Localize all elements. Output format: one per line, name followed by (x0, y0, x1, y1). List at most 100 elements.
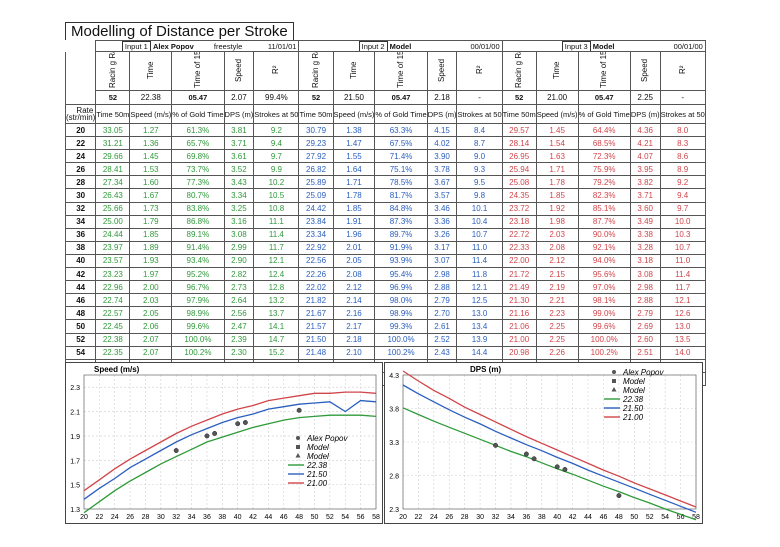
data-cell: 1.47 (332, 136, 376, 151)
x-tick-label: 52 (646, 514, 654, 521)
data-cell: 98.9% (171, 306, 225, 321)
table-row: 28 27.34 1.60 77.3% 3.43 10.2 25.89 1.71 78.5% 3.… (64, 175, 706, 190)
data-cell: 21.00 (501, 332, 537, 347)
data-cell: 3.28 (629, 240, 661, 255)
data-cell: 2.61 (426, 319, 458, 334)
data-cell: 23.84 (298, 214, 334, 229)
data-cell: 14.7 (253, 332, 300, 347)
data-cell: 2.00 (129, 280, 173, 295)
data-cell: 21.06 (501, 319, 537, 334)
data-cell: 24.44 (95, 227, 131, 242)
vertical-header-label: Time (348, 61, 358, 79)
series-line-22.38 (402, 407, 697, 521)
data-cell: 11.7 (659, 280, 706, 295)
data-cell: 3.78 (426, 162, 458, 177)
data-cell: 11.0 (456, 240, 503, 255)
x-tick-label: 46 (280, 514, 288, 521)
series-line-21.00 (83, 391, 377, 492)
data-cell: 22.92 (298, 240, 334, 255)
series-line-22.38 (83, 414, 377, 514)
rate-cell: 42 (64, 267, 97, 282)
data-cell: 3.16 (223, 214, 255, 229)
legend-label: 21.50 (622, 404, 644, 413)
table-row: 48 22.57 2.05 98.9% 2.56 13.7 21.67 2.16 98.9% 2.… (64, 306, 706, 321)
x-tick-label: 34 (188, 514, 196, 521)
legend-label: Model (623, 377, 645, 386)
data-cell: 2.30 (223, 345, 255, 360)
data-cell: 2.98 (426, 267, 458, 282)
data-cell: 1.63 (535, 149, 579, 164)
y-tick-label: 3.8 (389, 407, 399, 414)
data-cell: 2.79 (629, 306, 661, 321)
x-tick-label: 32 (172, 514, 180, 521)
data-cell: 1.96 (332, 227, 376, 242)
legend-label: Model (623, 386, 645, 395)
sub-header: % of Gold Time (374, 104, 428, 124)
x-tick-label: 28 (142, 514, 150, 521)
legend-label: 22.38 (306, 461, 328, 470)
plot-area (83, 374, 377, 510)
data-cell: 8.0 (659, 122, 706, 138)
vertical-header-label: Racin g Rate (311, 51, 321, 89)
vertical-header-label: Speed (640, 58, 650, 82)
data-cell: 2.82 (223, 267, 255, 282)
data-cell: 11.4 (456, 253, 503, 269)
table-row: 24 29.66 1.45 69.8% 3.61 9.7 27.92 1.55 71.4% 3.9… (64, 149, 706, 164)
data-cell: 22.57 (95, 306, 131, 321)
data-point (235, 421, 241, 427)
x-tick-label: 24 (430, 514, 438, 521)
data-cell: 97.9% (171, 293, 225, 308)
page-title: Modelling of Distance per Stroke (65, 22, 294, 40)
sub-header: DPS (m) (426, 104, 458, 124)
vertical-header-label: Speed (233, 58, 243, 82)
data-cell: 3.26 (426, 227, 458, 242)
data-cell: 21.16 (501, 306, 537, 321)
data-cell: 30.79 (298, 122, 334, 138)
data-cell: 89.1% (171, 227, 225, 242)
data-cell: 13.0 (659, 319, 706, 334)
data-cell: 90.0% (577, 227, 631, 242)
data-cell: 3.07 (426, 253, 458, 269)
data-cell: 14.4 (456, 345, 503, 360)
x-tick-label: 38 (218, 514, 226, 521)
data-cell: 2.05 (129, 306, 173, 321)
x-tick-label: 56 (677, 514, 685, 521)
data-cell: 22.45 (95, 319, 131, 334)
data-cell: 26.82 (298, 162, 334, 177)
data-cell: 99.6% (577, 319, 631, 334)
x-tick-label: 38 (538, 514, 546, 521)
data-cell: 1.98 (535, 214, 579, 229)
data-cell: 1.93 (129, 253, 173, 269)
data-cell: 12.1 (659, 293, 706, 308)
data-cell: 3.71 (629, 188, 661, 203)
data-cell: 21.49 (501, 280, 537, 295)
sub-header: Speed (m/s) (129, 104, 173, 124)
data-cell: 1.85 (535, 188, 579, 203)
x-tick-label: 44 (265, 514, 273, 521)
legend-label: 22.38 (622, 395, 644, 404)
data-cell: 11.1 (253, 214, 300, 229)
input-3-col-header: Speed (629, 51, 661, 91)
legend-marker-square (612, 379, 616, 383)
input-2-col-header: Time (332, 51, 376, 91)
data-cell: 2.25 (535, 319, 579, 334)
data-cell: 9.4 (253, 136, 300, 151)
data-cell: 21.67 (298, 306, 334, 321)
data-cell: 2.07 (129, 345, 173, 360)
data-cell: 24.42 (298, 201, 334, 216)
data-cell: 25.94 (501, 162, 537, 177)
data-cell: 84.8% (374, 201, 428, 216)
data-cell: 1.36 (129, 136, 173, 151)
input-3-col-header: Time of 15m (s) (577, 51, 631, 91)
data-cell: 25.08 (501, 175, 537, 190)
legend-label: 21.50 (306, 470, 328, 479)
rate-cell: 40 (64, 253, 97, 269)
data-cell: 3.71 (223, 136, 255, 151)
table-row: 44 22.96 2.00 96.7% 2.73 12.8 22.02 2.12 96.9% 2.… (64, 280, 706, 295)
data-cell: 3.38 (629, 227, 661, 242)
data-cell: 2.19 (535, 280, 579, 295)
input-1-r2-value: 99.4% (253, 90, 300, 105)
data-cell: 2.88 (629, 293, 661, 308)
data-cell: 3.57 (426, 188, 458, 203)
input-2-split-value: 05.47 (374, 90, 428, 105)
